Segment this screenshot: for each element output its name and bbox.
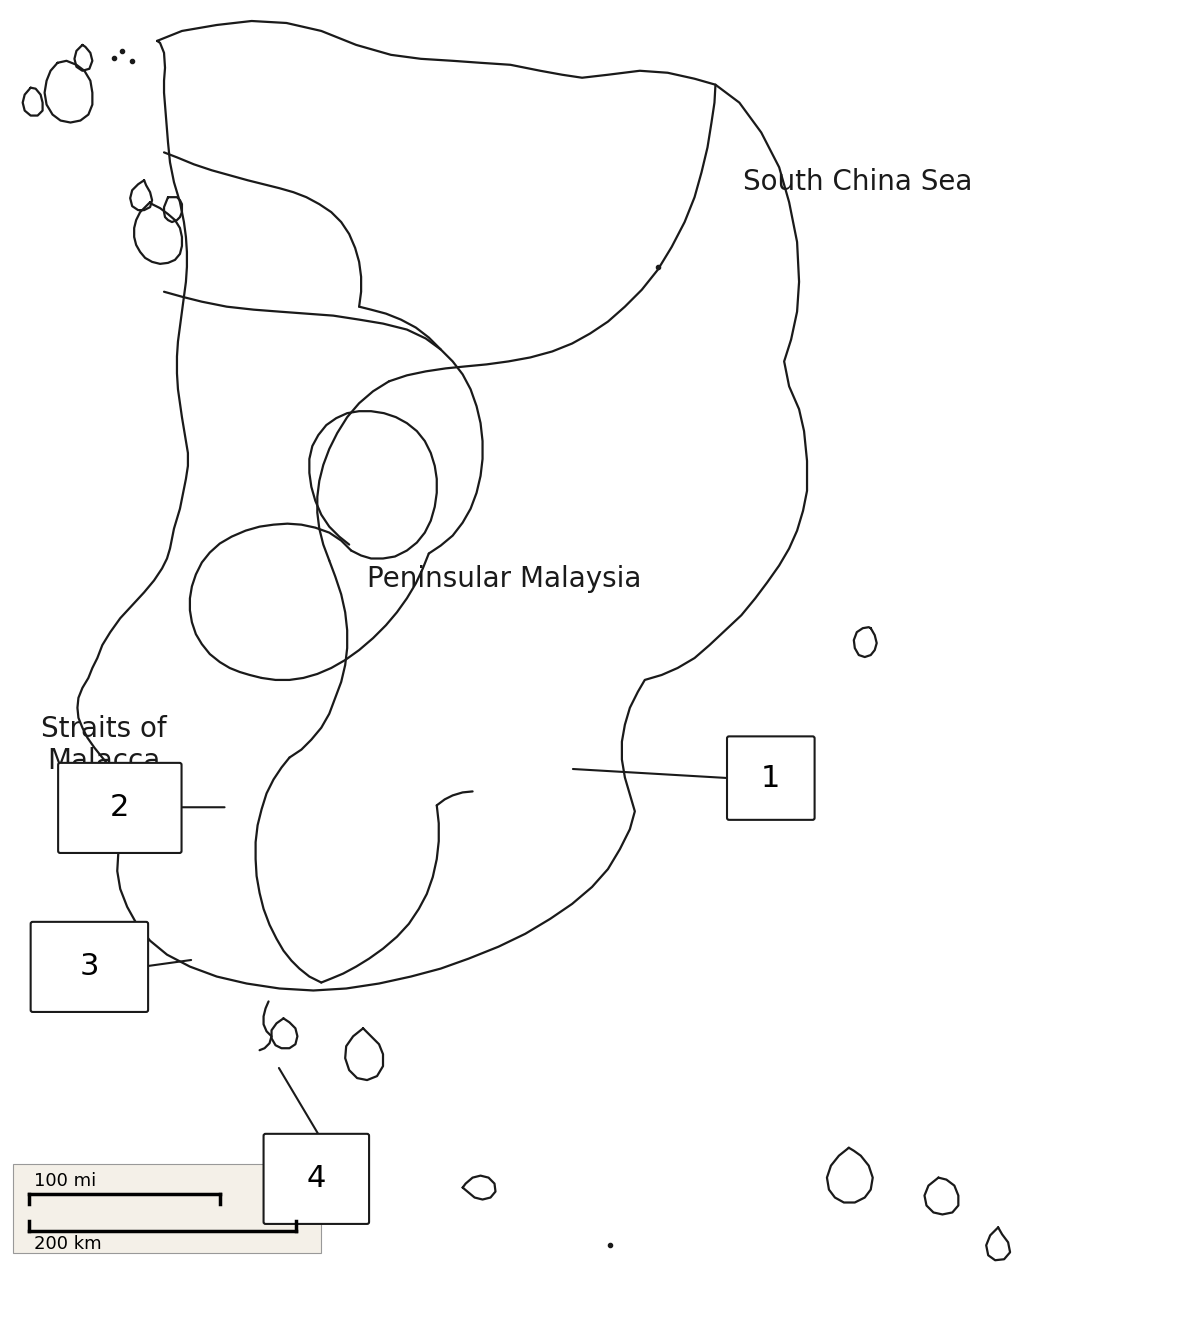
Text: 4: 4 <box>307 1165 326 1194</box>
Text: Straits of
Malacca: Straits of Malacca <box>42 715 167 775</box>
FancyBboxPatch shape <box>13 1165 322 1254</box>
Text: 1: 1 <box>761 764 780 793</box>
Text: 100 mi: 100 mi <box>34 1173 96 1190</box>
Text: South China Sea: South China Sea <box>743 168 973 196</box>
FancyBboxPatch shape <box>264 1134 370 1225</box>
Text: 200 km: 200 km <box>34 1235 101 1252</box>
FancyBboxPatch shape <box>31 922 148 1012</box>
FancyBboxPatch shape <box>727 736 815 820</box>
FancyBboxPatch shape <box>58 763 181 853</box>
Text: Peninsular Malaysia: Peninsular Malaysia <box>367 566 642 594</box>
Text: 2: 2 <box>110 793 130 823</box>
Text: 3: 3 <box>79 953 100 981</box>
